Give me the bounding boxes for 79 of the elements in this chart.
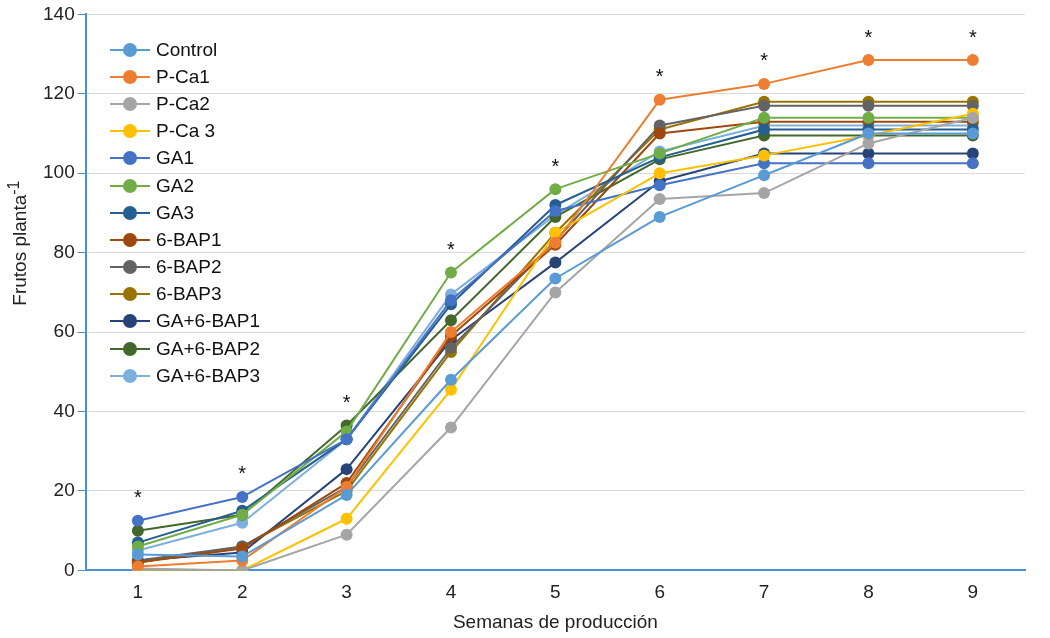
legend-label: 6-BAP1 [156,228,222,251]
annotation: * [551,154,560,177]
point [862,99,875,112]
legend-label: 6-BAP2 [156,256,222,279]
x-tick-label: 7 [758,581,770,603]
legend-label: GA3 [156,201,195,224]
point [444,342,457,354]
annotation: * [133,486,142,509]
point [236,490,249,503]
x-tick-label: 9 [967,581,979,603]
point [966,54,979,67]
legend-label: Control [156,38,218,61]
point [758,169,771,182]
annotation: * [447,238,456,261]
point [549,272,562,285]
x-tick-label: 3 [341,581,352,603]
point [549,286,562,299]
y-tick-label: 20 [53,479,75,501]
x-tick-label: 6 [654,581,666,603]
y-tick-label: 60 [53,320,75,342]
x-tick-label: 8 [863,581,874,603]
point [131,548,144,561]
point [444,326,457,339]
point [653,93,666,106]
point [653,179,666,192]
annotation: * [655,65,664,88]
point [653,193,666,206]
point [549,204,562,217]
x-tick-label: 5 [550,581,561,603]
point [444,314,457,327]
annotation: * [238,462,247,485]
point [862,111,875,124]
point [131,524,144,537]
legend-label: GA+6-BAP1 [156,310,261,333]
legend-label: P-Ca1 [156,65,210,88]
point [549,256,562,269]
legend-label: GA+6-BAP2 [156,337,261,360]
point [549,183,562,196]
y-tick-label: 140 [43,2,75,24]
point [966,157,979,170]
point [444,373,457,386]
legend-label: GA1 [156,147,195,170]
annotation: * [968,25,977,48]
point [444,266,457,279]
legend-label: P-Ca 3 [156,120,216,143]
point [758,123,771,136]
point [653,167,666,180]
x-tick-label: 1 [132,581,144,603]
annotation: * [864,25,873,48]
point [340,512,353,525]
annotation: * [342,390,351,413]
legend-label: P-Ca2 [156,92,210,115]
y-tick-label: 0 [64,558,75,580]
point [862,157,875,170]
point [653,127,666,140]
point [758,111,771,124]
point [444,421,457,434]
point [131,514,144,527]
annotation: * [760,49,769,72]
point [758,99,771,112]
legend-label: GA2 [156,174,195,197]
y-tick-label: 40 [53,399,75,421]
y-tick-label: 80 [53,240,75,262]
point [236,550,249,563]
legend-label: GA+6-BAP3 [156,364,261,387]
point [340,528,353,541]
x-tick-label: 2 [236,581,248,603]
point [340,463,353,476]
y-tick-label: 120 [43,82,75,104]
x-tick-label: 4 [445,581,457,603]
point [444,294,457,307]
y-tick-label: 100 [43,161,75,183]
legend-label: 6-BAP3 [156,283,222,306]
point [862,54,875,67]
point [653,210,666,223]
point [758,77,771,90]
x-axis-title: Semanas de producción [452,610,658,632]
point [340,488,353,501]
point [758,187,771,200]
